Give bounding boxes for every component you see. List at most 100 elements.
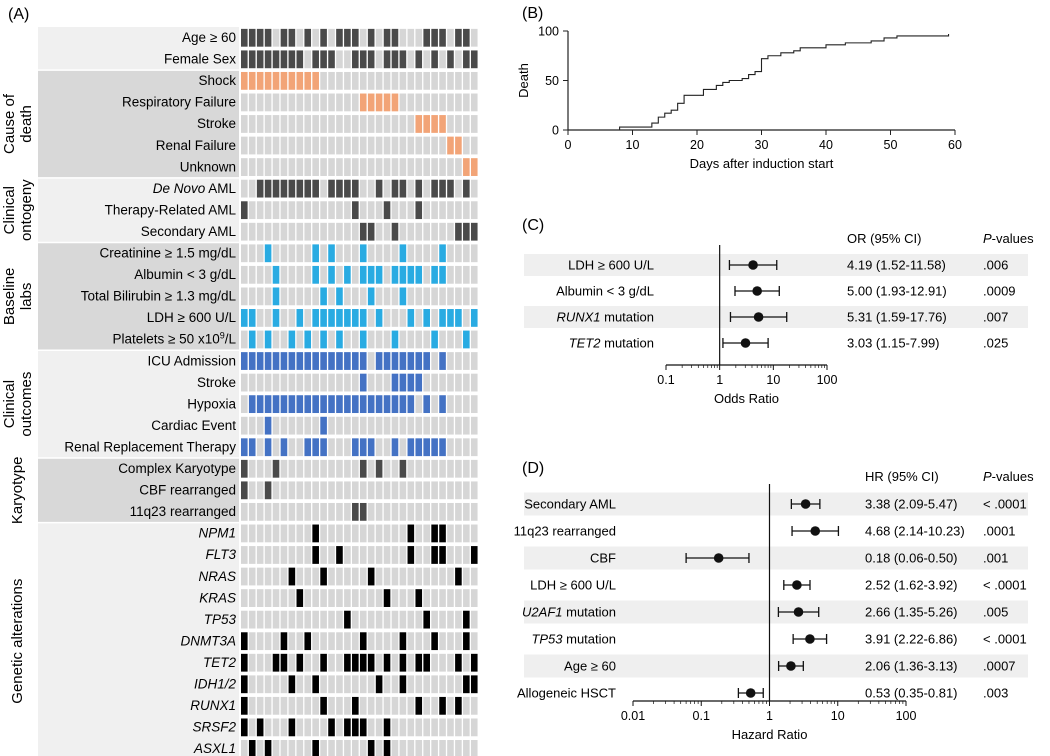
heatmap-cell-empty	[431, 158, 438, 176]
heatmap-cell-empty	[439, 330, 446, 349]
heatmap-cell-empty	[312, 696, 319, 715]
row-label: Shock	[198, 73, 236, 88]
heatmap-cell-empty	[455, 158, 462, 176]
heatmap-cell-empty	[328, 567, 335, 586]
heatmap-cell-empty	[391, 610, 399, 629]
heatmap-cell-empty	[455, 50, 462, 69]
heatmap-cell-empty	[447, 93, 454, 112]
heatmap-cell-empty	[352, 158, 359, 176]
heatmap-cell-empty	[336, 675, 343, 694]
x-tick-label: 100	[817, 373, 838, 387]
heatmap-cell-empty	[399, 589, 407, 607]
p-value: .005	[983, 605, 1008, 620]
heatmap-cell-empty	[391, 459, 399, 478]
heatmap-cell-empty	[256, 244, 264, 263]
heatmap-cell-filled	[352, 28, 359, 47]
heatmap-cell-empty	[336, 589, 343, 607]
heatmap-cell-filled	[415, 438, 423, 457]
heatmap-cell-empty	[367, 502, 375, 521]
heatmap-cell-empty	[344, 330, 351, 349]
heatmap-cell-empty	[375, 481, 383, 500]
heatmap-cell-empty	[423, 632, 430, 651]
heatmap-cell-filled	[399, 265, 407, 284]
heatmap-cell-empty	[359, 287, 367, 306]
heatmap-cell-empty	[463, 201, 470, 220]
heatmap-cell-empty	[383, 179, 391, 198]
heatmap-cell-empty	[304, 718, 312, 737]
heatmap-cell-filled	[391, 28, 399, 47]
heatmap-cell-filled	[407, 265, 415, 284]
heatmap-cell-empty	[288, 158, 296, 176]
heatmap-cell-empty	[312, 287, 319, 306]
row-label: Secondary AML	[141, 224, 237, 239]
heatmap-cell-empty	[256, 115, 264, 133]
heatmap-cell-filled	[320, 309, 327, 327]
heatmap-cell-empty	[352, 416, 359, 435]
heatmap-cell-empty	[431, 287, 438, 306]
heatmap-cell-empty	[407, 330, 415, 349]
heatmap-cell-empty	[399, 524, 407, 543]
heatmap-cell-empty	[264, 287, 272, 306]
heatmap-cell-empty	[399, 438, 407, 457]
death-step-line	[619, 33, 950, 130]
heatmap-cell-empty	[447, 502, 454, 521]
heatmap-cell-filled	[304, 71, 312, 90]
heatmap-cell-empty	[383, 309, 391, 327]
heatmap-cell-filled	[439, 696, 446, 715]
heatmap-cell-empty	[375, 71, 383, 90]
heatmap-cell-empty	[470, 28, 478, 47]
heatmap-cell-empty	[272, 718, 280, 737]
heatmap-cell-filled	[463, 675, 470, 694]
heatmap-cell-filled	[407, 546, 415, 564]
p-value: .0007	[983, 659, 1016, 674]
heatmap-cell-empty	[241, 373, 248, 392]
heatmap-cell-filled	[407, 352, 415, 370]
heatmap-cell-filled	[288, 352, 296, 370]
group-band	[38, 350, 239, 458]
heatmap-cell-filled	[359, 93, 367, 112]
heatmap-cell-empty	[344, 201, 351, 220]
heatmap-cell-filled	[352, 438, 359, 457]
row-label: RUNX1	[190, 698, 236, 713]
heatmap-cell-empty	[264, 589, 272, 607]
group-title: Genetic alterations	[9, 579, 26, 704]
heatmap-cell-empty	[280, 696, 288, 715]
heatmap-cell-empty	[320, 459, 327, 478]
heatmap-cell-filled	[241, 675, 248, 694]
heatmap-cell-filled	[312, 352, 319, 370]
row-label: RUNX1 mutation	[556, 310, 654, 325]
heatmap-cell-filled	[280, 50, 288, 69]
heatmap-cell-empty	[367, 589, 375, 607]
heatmap-cell-empty	[423, 330, 430, 349]
p-value: .001	[983, 551, 1008, 566]
heatmap-cell-empty	[455, 287, 462, 306]
heatmap-cell-empty	[407, 610, 415, 629]
heatmap-cell-empty	[455, 740, 462, 756]
heatmap-cell-empty	[391, 675, 399, 694]
ci-value: 3.91 (2.22-6.86)	[865, 632, 958, 647]
heatmap-cell-empty	[264, 718, 272, 737]
heatmap-cell-empty	[344, 459, 351, 478]
heatmap-cell-empty	[470, 610, 478, 629]
heatmap-cell-empty	[447, 201, 454, 220]
heatmap-cell-empty	[407, 459, 415, 478]
heatmap-cell-empty	[280, 244, 288, 263]
heatmap-cell-empty	[248, 244, 256, 263]
heatmap-cell-filled	[463, 610, 470, 629]
heatmap-cell-filled	[375, 352, 383, 370]
x-axis-title: Days after induction start	[690, 156, 834, 171]
y-tick-label: 50	[545, 74, 559, 88]
heatmap-cell-filled	[463, 222, 470, 241]
heatmap-cell-empty	[431, 696, 438, 715]
heatmap-cell-empty	[241, 546, 248, 564]
heatmap-cell-empty	[312, 330, 319, 349]
heatmap-cell-filled	[312, 546, 319, 564]
heatmap-cell-empty	[344, 524, 351, 543]
heatmap-cell-empty	[455, 352, 462, 370]
heatmap-cell-empty	[280, 502, 288, 521]
heatmap-cell-empty	[320, 222, 327, 241]
heatmap-cell-empty	[399, 718, 407, 737]
heatmap-cell-empty	[447, 265, 454, 284]
heatmap-cell-empty	[312, 653, 319, 672]
heatmap-cell-empty	[241, 502, 248, 521]
